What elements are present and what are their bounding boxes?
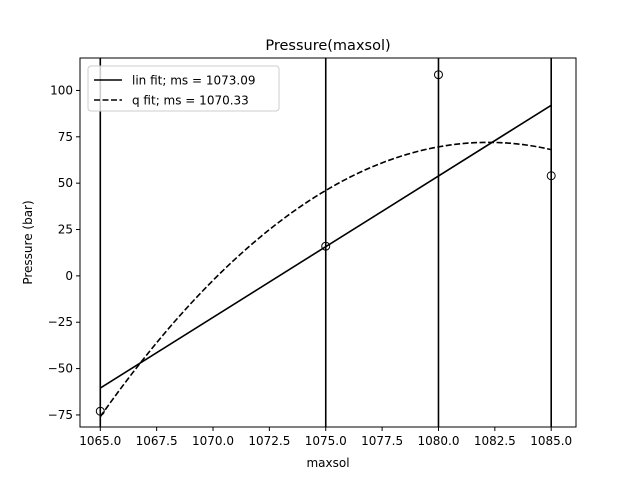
y-axis: −75 −50 −25 0 25 50 75 100 — [48, 83, 80, 422]
y-tick-label: −25 — [48, 315, 73, 329]
data-points — [95, 70, 556, 416]
plot-area — [79, 57, 577, 428]
x-tick-label: 1067.5 — [136, 434, 178, 448]
y-tick-label: −75 — [48, 408, 73, 422]
x-tick-label: 1072.5 — [248, 434, 290, 448]
x-tick-label: 1065.0 — [79, 434, 121, 448]
legend-entry-label: lin fit; ms = 1073.09 — [132, 74, 255, 88]
series-layer — [99, 104, 552, 418]
x-tick-label: 1080.0 — [417, 434, 459, 448]
plot-frame — [79, 57, 577, 428]
x-tick-label: 1085.0 — [530, 434, 572, 448]
data-point — [433, 70, 443, 80]
x-tick-label: 1082.5 — [474, 434, 516, 448]
y-tick-label: 75 — [58, 130, 73, 144]
x-tick-label: 1070.0 — [192, 434, 234, 448]
data-point — [95, 406, 105, 416]
legend-entry-label: q fit; ms = 1070.33 — [132, 94, 249, 108]
data-point — [321, 241, 331, 251]
y-tick-label: −50 — [48, 362, 73, 376]
x-tick-label: 1075.0 — [305, 434, 347, 448]
y-axis-label: Pressure (bar) — [21, 200, 35, 284]
y-tick-label: 0 — [65, 269, 73, 283]
y-tick-label: 50 — [58, 176, 73, 190]
x-axis: 1065.0 1067.5 1070.0 1072.5 1075.0 1077.5 1080… — [79, 427, 572, 448]
y-tick-label: 25 — [58, 223, 73, 237]
data-point — [546, 171, 556, 181]
quadratic-fit-line — [99, 141, 552, 418]
chart-title: Pressure(maxsol) — [265, 38, 390, 54]
linear-fit-line — [99, 104, 552, 389]
legend-box — [87, 65, 280, 112]
y-tick-label: 100 — [50, 83, 73, 97]
vertical-lines — [99, 58, 553, 427]
legend: lin fit; ms = 1073.09 q fit; ms = 1070.33 — [87, 65, 280, 112]
x-axis-label: maxsol — [306, 456, 349, 470]
x-tick-label: 1077.5 — [361, 434, 403, 448]
